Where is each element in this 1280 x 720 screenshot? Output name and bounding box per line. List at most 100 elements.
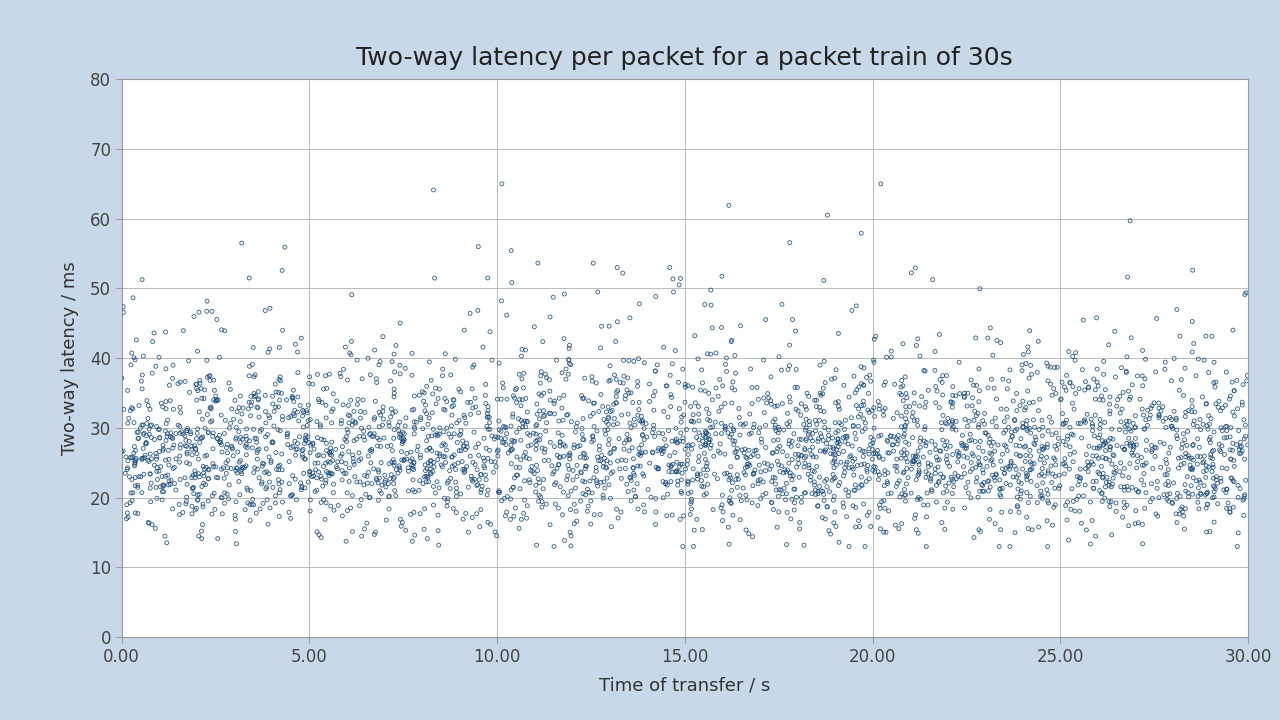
Point — [970, 436, 991, 447]
Point — [282, 392, 302, 403]
Point — [343, 456, 364, 468]
Point — [657, 380, 677, 392]
Point — [658, 411, 678, 423]
Point — [1092, 495, 1112, 507]
Point — [572, 413, 593, 424]
Point — [746, 382, 767, 393]
Point — [507, 397, 527, 408]
Point — [573, 447, 594, 459]
Point — [1188, 497, 1208, 508]
Point — [724, 436, 745, 447]
Point — [891, 447, 911, 459]
Point — [1203, 426, 1224, 438]
Point — [460, 451, 480, 462]
Point — [620, 472, 640, 483]
Point — [454, 467, 475, 478]
Point — [268, 460, 288, 472]
Point — [152, 440, 173, 451]
Point — [447, 487, 467, 498]
Point — [453, 441, 474, 452]
Point — [1060, 441, 1080, 453]
Point — [554, 333, 575, 344]
Point — [416, 444, 436, 456]
Point — [381, 469, 402, 480]
Point — [1011, 477, 1032, 489]
Point — [677, 440, 698, 451]
Point — [449, 415, 470, 426]
Point — [150, 446, 170, 457]
Point — [818, 433, 838, 445]
Point — [744, 467, 764, 479]
Point — [419, 476, 439, 487]
Point — [859, 443, 879, 454]
Point — [453, 441, 474, 452]
Point — [931, 468, 951, 480]
Point — [397, 448, 417, 459]
Point — [1235, 289, 1256, 300]
Point — [360, 445, 380, 456]
Point — [1213, 484, 1234, 495]
Point — [641, 492, 662, 503]
Point — [678, 477, 699, 488]
Point — [410, 449, 430, 461]
Point — [156, 435, 177, 446]
Point — [733, 419, 754, 431]
Point — [730, 490, 750, 501]
Point — [402, 405, 422, 416]
Point — [502, 434, 522, 446]
Point — [717, 366, 737, 377]
Point — [1125, 410, 1146, 421]
Point — [933, 410, 954, 421]
Point — [451, 428, 471, 440]
Point — [195, 423, 215, 434]
Point — [540, 395, 561, 406]
Point — [817, 500, 837, 512]
Point — [170, 442, 191, 454]
Point — [584, 397, 604, 409]
Point — [1123, 449, 1143, 461]
Point — [782, 493, 803, 505]
Point — [1216, 425, 1236, 436]
Point — [265, 378, 285, 390]
Point — [617, 372, 637, 384]
Point — [1048, 482, 1069, 494]
Point — [669, 279, 690, 291]
Point — [197, 305, 218, 317]
Point — [1147, 510, 1167, 522]
Point — [787, 454, 808, 465]
Point — [621, 387, 641, 399]
Point — [842, 462, 863, 473]
Point — [1015, 441, 1036, 452]
Point — [869, 403, 890, 415]
Point — [1092, 435, 1112, 446]
Point — [398, 462, 419, 474]
Point — [952, 430, 973, 441]
Point — [727, 482, 748, 493]
Point — [613, 354, 634, 366]
Point — [915, 397, 936, 408]
Point — [198, 495, 219, 507]
Point — [1201, 452, 1221, 464]
Point — [687, 473, 708, 485]
Point — [833, 432, 854, 444]
Point — [244, 391, 265, 402]
Point — [916, 541, 937, 552]
Point — [165, 453, 186, 464]
Point — [773, 467, 794, 479]
Point — [690, 384, 710, 396]
Point — [1015, 404, 1036, 415]
Point — [762, 447, 782, 459]
Point — [1105, 467, 1125, 479]
Point — [748, 478, 768, 490]
Point — [1187, 459, 1207, 470]
Point — [1044, 454, 1065, 465]
Point — [1094, 417, 1115, 428]
Point — [649, 443, 669, 454]
Point — [1116, 480, 1137, 492]
Point — [297, 420, 317, 431]
Point — [851, 479, 872, 490]
Point — [511, 400, 531, 412]
Point — [175, 435, 196, 446]
Point — [963, 400, 983, 412]
Point — [648, 463, 668, 474]
